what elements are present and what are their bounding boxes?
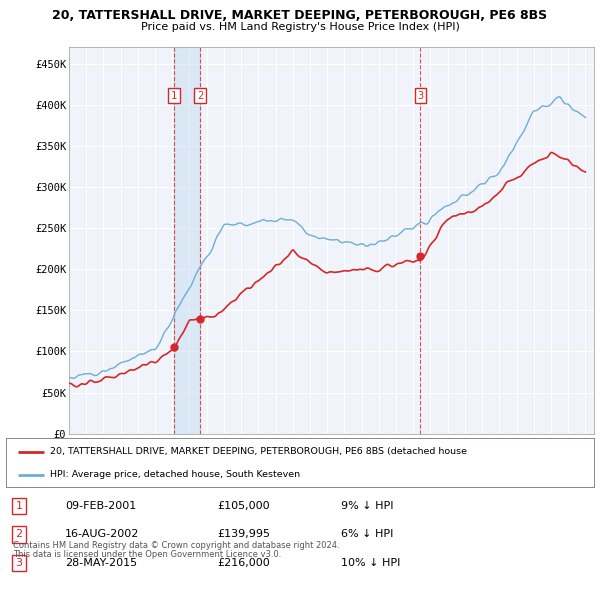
Bar — [174, 47, 200, 434]
Text: 6% ↓ HPI: 6% ↓ HPI — [341, 529, 394, 539]
Text: 3: 3 — [16, 558, 22, 568]
Text: 20, TATTERSHALL DRIVE, MARKET DEEPING, PETERBOROUGH, PE6 8BS (detached house: 20, TATTERSHALL DRIVE, MARKET DEEPING, P… — [50, 447, 467, 457]
Text: Contains HM Land Registry data © Crown copyright and database right 2024.: Contains HM Land Registry data © Crown c… — [13, 541, 340, 550]
Text: 1: 1 — [171, 90, 177, 100]
Text: £105,000: £105,000 — [218, 501, 271, 511]
Text: 09-FEB-2001: 09-FEB-2001 — [65, 501, 136, 511]
Text: 2: 2 — [197, 90, 203, 100]
Text: £139,995: £139,995 — [218, 529, 271, 539]
Text: 9% ↓ HPI: 9% ↓ HPI — [341, 501, 394, 511]
Text: This data is licensed under the Open Government Licence v3.0.: This data is licensed under the Open Gov… — [13, 550, 281, 559]
Text: 20, TATTERSHALL DRIVE, MARKET DEEPING, PETERBOROUGH, PE6 8BS: 20, TATTERSHALL DRIVE, MARKET DEEPING, P… — [52, 9, 548, 22]
Text: 1: 1 — [16, 501, 22, 511]
Text: 16-AUG-2002: 16-AUG-2002 — [65, 529, 139, 539]
Text: 3: 3 — [417, 90, 424, 100]
Text: HPI: Average price, detached house, South Kesteven: HPI: Average price, detached house, Sout… — [50, 470, 300, 479]
Text: £216,000: £216,000 — [218, 558, 271, 568]
Text: 2: 2 — [16, 529, 22, 539]
Text: Price paid vs. HM Land Registry's House Price Index (HPI): Price paid vs. HM Land Registry's House … — [140, 22, 460, 32]
Text: 10% ↓ HPI: 10% ↓ HPI — [341, 558, 401, 568]
Text: 28-MAY-2015: 28-MAY-2015 — [65, 558, 137, 568]
